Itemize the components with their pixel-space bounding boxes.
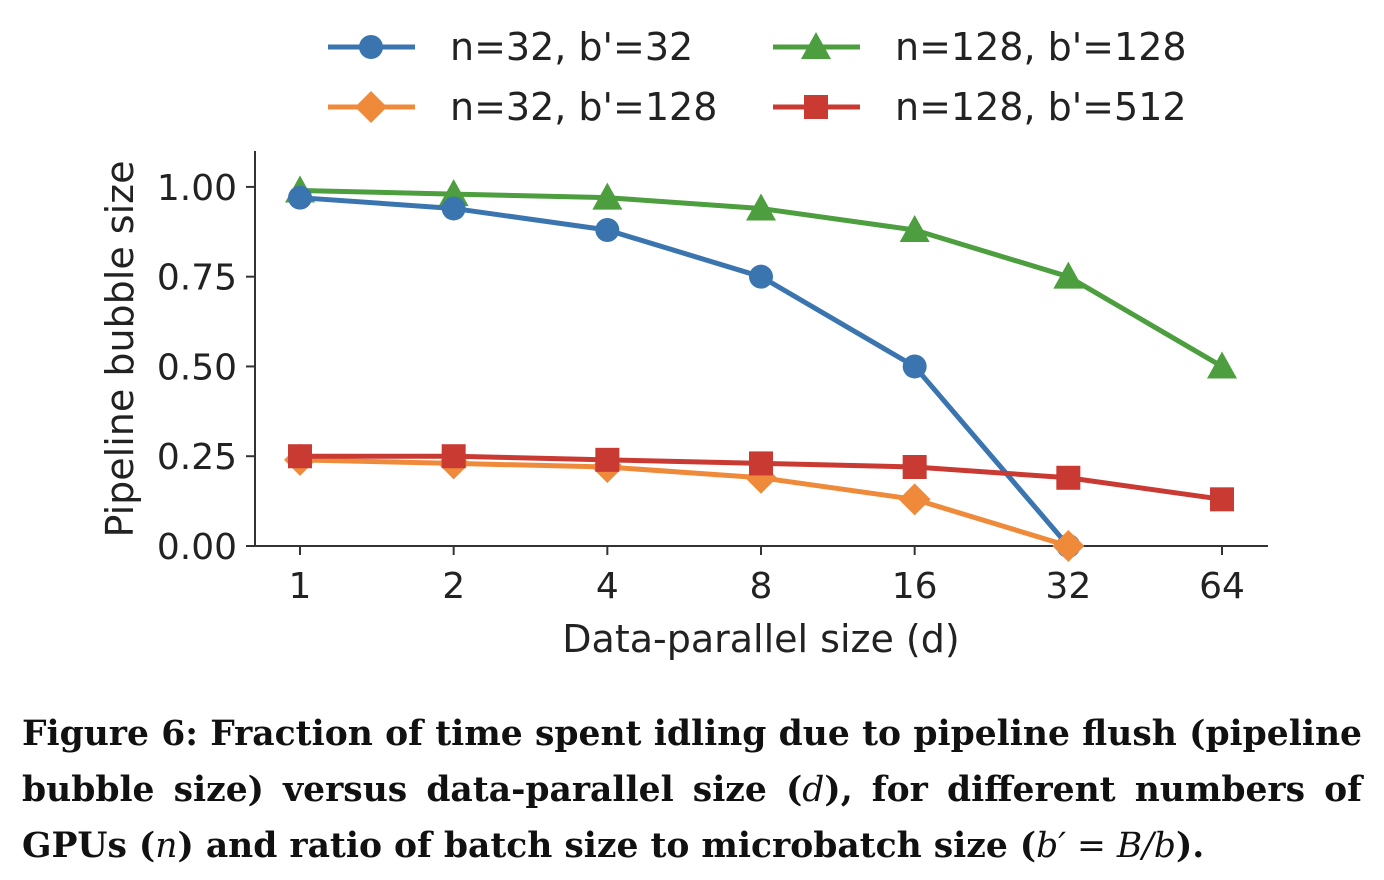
series-circle [288, 185, 1081, 558]
series-square [288, 444, 1234, 512]
legend-marker-diamond [355, 91, 387, 123]
y-tick-label: 0.50 [157, 347, 237, 388]
data-point-circle [595, 218, 620, 242]
data-point-square [902, 455, 927, 479]
caption-var-n: n [155, 826, 178, 866]
legend-item: n=32, b'=32 [328, 25, 693, 69]
data-point-diamond [1052, 530, 1085, 562]
x-ticks: 1 2 4 8 16 32 64 [289, 546, 1245, 607]
legend-item: n=128, b'=128 [773, 25, 1187, 69]
data-point-square [595, 447, 620, 472]
data-point-circle [441, 196, 466, 221]
series-line [299, 457, 1070, 549]
legend-marker-circle [359, 35, 383, 59]
figure-caption: Figure 6: Fraction of time spent idling … [22, 706, 1362, 874]
series-line [299, 195, 1071, 548]
legend-label: n=32, b'=128 [450, 85, 717, 129]
data-point-circle [902, 354, 927, 379]
caption-var-d: d [802, 770, 825, 810]
legend-label: n=32, b'=32 [450, 25, 693, 69]
caption-text: ) and ratio of batch size to microbatch … [177, 826, 1037, 866]
x-tick-label: 64 [1199, 566, 1245, 607]
data-point-triangle [1053, 261, 1084, 289]
data-point-square [441, 444, 466, 469]
data-point-square [1056, 465, 1081, 490]
y-axis-label: Pipeline bubble size [98, 161, 142, 538]
data-point-triangle [899, 215, 930, 242]
y-tick-label: 0.25 [157, 437, 237, 478]
y-tick-label: 1.00 [157, 168, 237, 209]
x-tick-label: 1 [289, 566, 312, 607]
caption-text: ). [1175, 826, 1205, 866]
x-tick-label: 32 [1045, 566, 1091, 607]
series-layer [284, 175, 1237, 562]
data-point-diamond [898, 483, 931, 516]
data-point-square [288, 444, 312, 469]
legend-marker-triangle [801, 32, 831, 59]
x-tick-label: 4 [596, 566, 619, 607]
data-point-triangle [592, 182, 623, 210]
data-point-triangle [746, 193, 776, 221]
data-point-square [749, 451, 773, 476]
data-point-triangle [1207, 351, 1237, 379]
legend-label: n=128, b'=512 [895, 85, 1187, 129]
caption-label: Figure 6: [22, 714, 198, 754]
data-point-square [1210, 487, 1234, 512]
data-point-circle [749, 264, 773, 289]
x-tick-label: 16 [892, 566, 938, 607]
legend-item: n=128, b'=512 [773, 85, 1187, 129]
y-ticks: 0.00 0.25 0.50 0.75 1.00 [157, 168, 255, 568]
caption-text: Fraction of time spent idling due to pip… [22, 714, 1362, 810]
y-tick-label: 0.00 [157, 527, 237, 568]
line-chart: 1 2 4 8 16 32 64 0.00 0.25 0.50 0.75 1.00 Data-par… [98, 25, 1268, 661]
x-tick-label: 2 [442, 566, 465, 607]
x-axis-label: Data-parallel size (d) [562, 617, 959, 661]
legend-item: n=32, b'=128 [328, 85, 717, 129]
legend-marker-square [804, 95, 828, 119]
legend-label: n=128, b'=128 [895, 25, 1187, 69]
legend: n=32, b'=32 n=32, b'=128 n=128, b'=128 n=12… [328, 25, 1187, 129]
y-tick-label: 0.75 [157, 258, 237, 299]
caption-formula: b′ = B/b [1036, 826, 1176, 866]
x-tick-label: 8 [750, 566, 773, 607]
caption-text: ), for different numbers of GPUs ( [22, 770, 1362, 866]
data-point-circle [288, 185, 312, 210]
